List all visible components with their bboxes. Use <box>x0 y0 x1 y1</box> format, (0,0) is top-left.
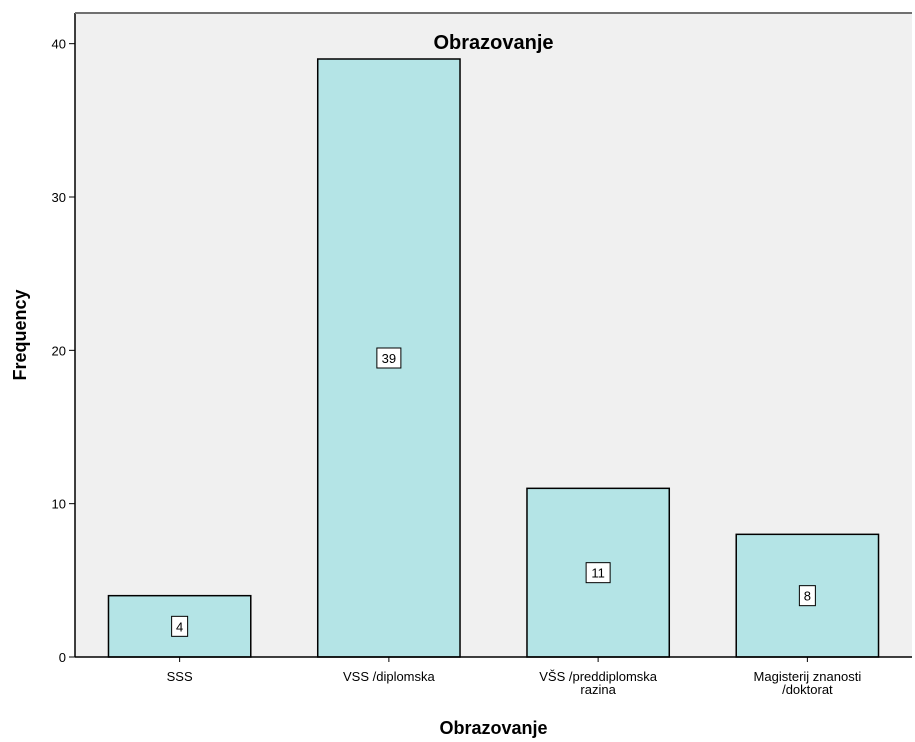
data-label-3: 8 <box>804 589 811 604</box>
labels: 4 SSS 39 VSS /diplomska 11 VŠS /preddiplomska… <box>52 37 862 697</box>
y-tick-label-3: 30 <box>52 190 66 205</box>
data-label-box-0 <box>171 615 189 637</box>
x-tick-label-0: SSS <box>167 669 193 684</box>
data-label-0: 4 <box>176 619 183 634</box>
y-tick-label-4: 40 <box>52 37 66 52</box>
data-label-box-1 <box>376 347 402 369</box>
y-tick-label-0: 0 <box>59 650 66 665</box>
data-label-2: 11 <box>591 566 605 581</box>
data-label-1: 39 <box>382 351 396 366</box>
chart-title: Obrazovanje <box>433 32 553 54</box>
x-tick-label-2: VŠS /preddiplomska razina <box>539 669 658 697</box>
y-axis-title: Frequency <box>10 289 30 380</box>
axes <box>69 12 912 662</box>
x-tick-label-1: VSS /diplomska <box>343 669 436 684</box>
data-label-box-3 <box>798 585 816 607</box>
y-tick-label-2: 20 <box>52 343 66 358</box>
y-tick-label-1: 10 <box>52 497 66 512</box>
x-axis-title: Obrazovanje <box>439 718 547 738</box>
data-label-box-2 <box>585 562 611 584</box>
x-tick-label-3: Magisterij znanosti/doktorat <box>754 669 862 697</box>
